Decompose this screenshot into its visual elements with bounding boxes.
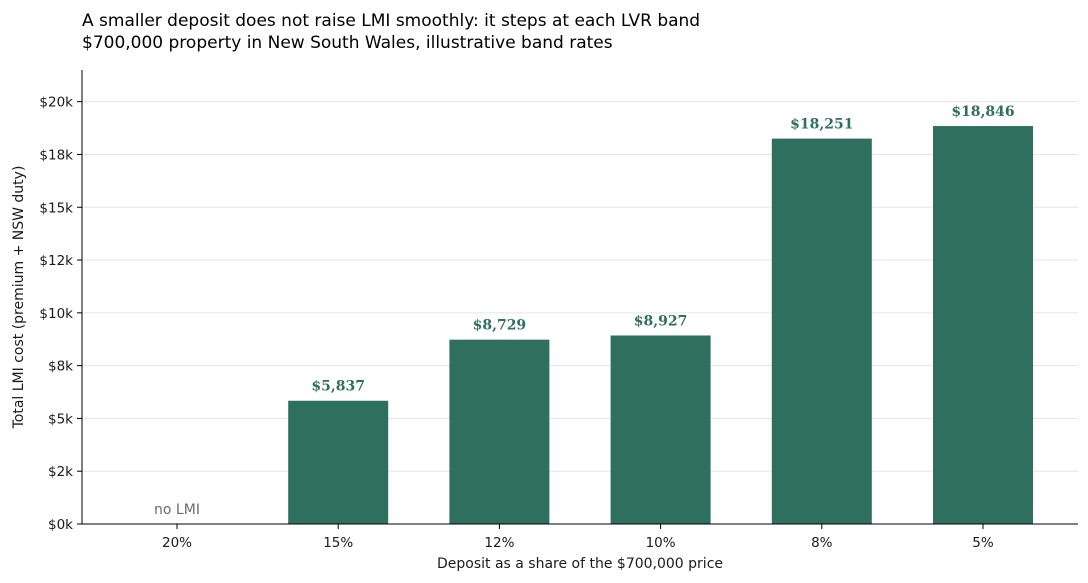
y-tick-label: $8k (48, 359, 73, 375)
bar (771, 138, 872, 524)
x-tick-label: 5% (972, 535, 994, 551)
bar (933, 126, 1033, 524)
chart-subtitle: $700,000 property in New South Wales, il… (82, 33, 613, 53)
x-tick-label: 8% (811, 535, 833, 551)
x-ticks: 20% 15% 12% 10% 8% 5% (162, 524, 994, 551)
x-tick-label: 10% (646, 535, 676, 551)
x-tick-label: 15% (323, 535, 353, 551)
bar (288, 400, 389, 524)
y-tick-label: $12k (39, 253, 73, 269)
y-tick-label: $2k (48, 464, 73, 480)
bar-value-label: $8,729 (473, 318, 527, 334)
bars (288, 126, 1033, 524)
bar-value-label: $8,927 (634, 313, 688, 329)
y-ticks: $0k $2k $5k $8k $10k $12k $15k $18k $20k (39, 95, 82, 533)
y-tick-label: $18k (39, 147, 73, 163)
y-tick-label: $0k (48, 517, 73, 533)
chart-title-block: A smaller deposit does not raise LMI smo… (82, 10, 700, 54)
value-labels: $5,837 $8,729 $8,927 $18,251 $18,846 no LMI (154, 104, 1015, 518)
bar-value-label: $18,251 (790, 117, 853, 133)
y-tick-label: $10k (39, 306, 73, 322)
y-tick-label: $15k (39, 200, 73, 216)
bar (610, 335, 711, 524)
bar (449, 339, 550, 524)
x-tick-label: 20% (162, 535, 192, 551)
gridlines (82, 101, 1078, 472)
x-tick-label: 12% (484, 535, 514, 551)
y-tick-label: $20k (39, 95, 73, 111)
x-axis-title: Deposit as a share of the $700,000 price (437, 556, 723, 572)
y-tick-label: $5k (48, 411, 73, 427)
bar-value-label: $5,837 (311, 379, 365, 395)
chart-title: A smaller deposit does not raise LMI smo… (82, 11, 701, 31)
y-axis-title: Total LMI cost (premium + NSW duty) (11, 166, 27, 430)
no-lmi-annotation: no LMI (154, 502, 200, 518)
bar-value-label: $18,846 (951, 104, 1014, 120)
